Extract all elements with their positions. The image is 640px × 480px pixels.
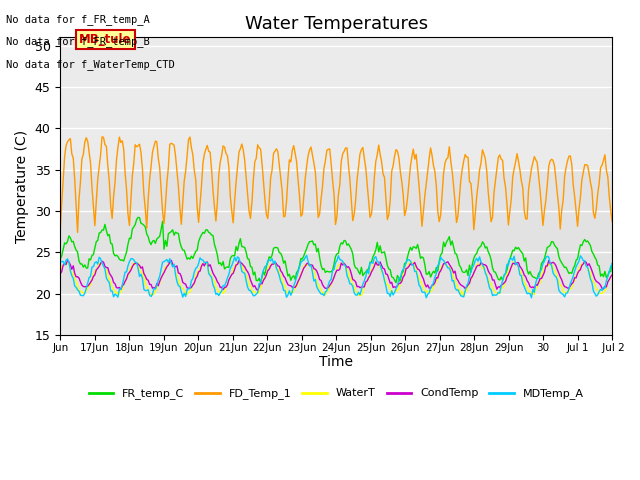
CondTemp xyxy=(63,257,71,263)
CondTemp xyxy=(607,274,614,280)
MDTemp_A xyxy=(535,275,543,281)
CondTemp xyxy=(608,272,616,278)
Line: FD_Temp_1: FD_Temp_1 xyxy=(60,137,612,232)
CondTemp xyxy=(254,288,262,293)
CondTemp xyxy=(56,271,64,276)
Text: No data for f_WaterTemp_CTD: No data for f_WaterTemp_CTD xyxy=(6,59,175,70)
FR_temp_C xyxy=(607,269,614,275)
Bar xyxy=(60,169,612,294)
MDTemp_A xyxy=(608,261,616,267)
Line: FR_temp_C: FR_temp_C xyxy=(60,217,612,283)
CondTemp xyxy=(343,264,351,270)
MDTemp_A xyxy=(56,259,64,264)
MDTemp_A xyxy=(452,287,460,293)
FR_temp_C xyxy=(535,271,543,276)
MDTemp_A xyxy=(342,263,349,269)
CondTemp xyxy=(77,279,84,285)
MDTemp_A xyxy=(607,264,614,269)
WaterT xyxy=(56,269,64,275)
WaterT xyxy=(340,260,348,266)
WaterT xyxy=(608,271,616,277)
WaterT xyxy=(510,258,518,264)
WaterT xyxy=(355,293,362,299)
FR_temp_C xyxy=(452,251,460,257)
FD_Temp_1 xyxy=(74,229,81,235)
WaterT xyxy=(92,267,100,273)
FD_Temp_1 xyxy=(94,176,102,182)
FD_Temp_1 xyxy=(452,220,460,226)
FD_Temp_1 xyxy=(56,227,64,233)
Line: CondTemp: CondTemp xyxy=(60,260,612,290)
Title: Water Temperatures: Water Temperatures xyxy=(244,15,428,33)
CondTemp xyxy=(535,279,543,285)
Line: MDTemp_A: MDTemp_A xyxy=(60,255,612,298)
Legend: FR_temp_C, FD_Temp_1, WaterT, CondTemp, MDTemp_A: FR_temp_C, FD_Temp_1, WaterT, CondTemp, … xyxy=(84,384,588,404)
FR_temp_C xyxy=(75,258,83,264)
WaterT xyxy=(535,279,543,285)
Line: WaterT: WaterT xyxy=(60,261,612,296)
FD_Temp_1 xyxy=(607,207,614,213)
WaterT xyxy=(607,274,614,279)
FR_temp_C xyxy=(56,256,64,262)
FD_Temp_1 xyxy=(77,179,84,185)
FD_Temp_1 xyxy=(608,219,616,225)
FR_temp_C xyxy=(392,280,400,286)
MDTemp_A xyxy=(75,288,83,294)
FR_temp_C xyxy=(92,239,100,244)
Text: No data for f_FR_temp_B: No data for f_FR_temp_B xyxy=(6,36,150,47)
FD_Temp_1 xyxy=(98,134,106,140)
FR_temp_C xyxy=(342,238,349,244)
X-axis label: Time: Time xyxy=(319,355,353,370)
Text: MB_tule: MB_tule xyxy=(79,33,132,46)
FD_Temp_1 xyxy=(343,145,351,151)
FD_Temp_1 xyxy=(535,173,543,179)
FR_temp_C xyxy=(134,215,142,220)
MDTemp_A xyxy=(422,295,430,300)
CondTemp xyxy=(452,276,460,281)
WaterT xyxy=(451,277,459,283)
FR_temp_C xyxy=(608,261,616,266)
WaterT xyxy=(75,288,83,294)
MDTemp_A xyxy=(92,259,100,264)
MDTemp_A xyxy=(303,252,310,258)
Y-axis label: Temperature (C): Temperature (C) xyxy=(15,130,29,243)
CondTemp xyxy=(94,265,102,271)
Text: No data for f_FR_temp_A: No data for f_FR_temp_A xyxy=(6,13,150,24)
